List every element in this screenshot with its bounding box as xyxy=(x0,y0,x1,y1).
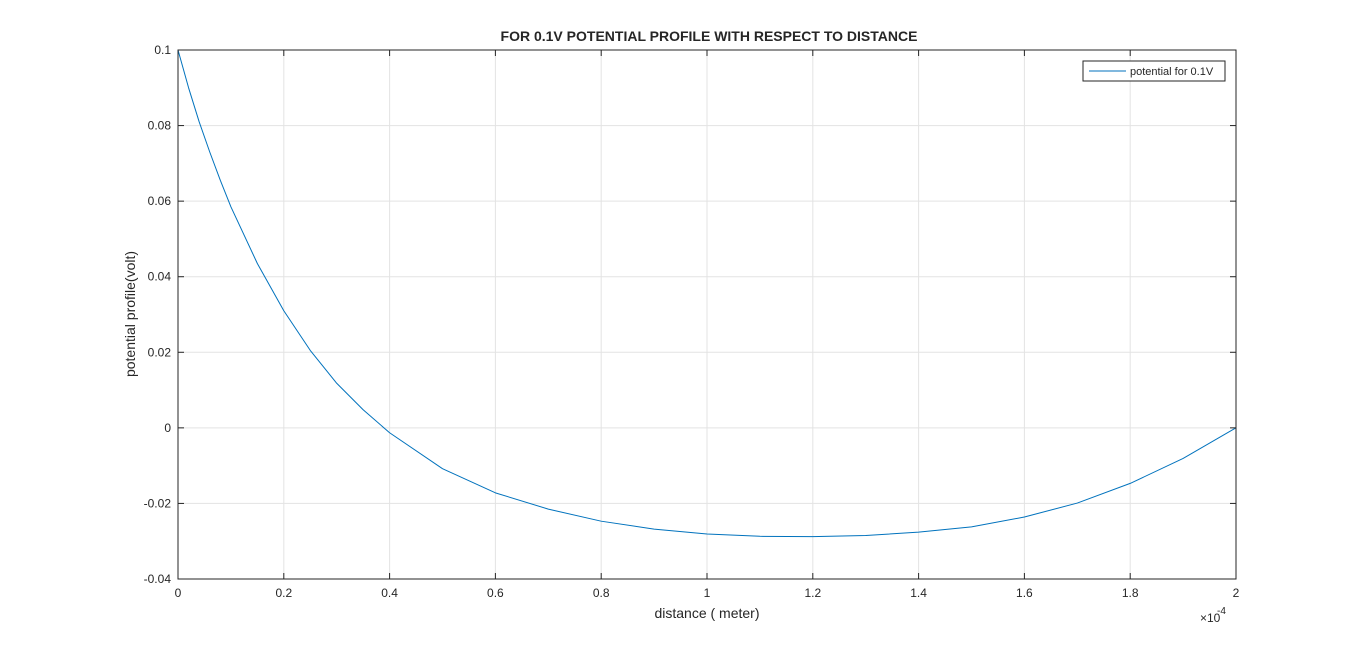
y-axis-label: potential profile(volt) xyxy=(122,251,138,377)
x-axis-label: distance ( meter) xyxy=(654,605,759,621)
x-tick-label: 0.2 xyxy=(275,586,292,600)
series-line xyxy=(177,49,1237,538)
legend: potential for 0.1V xyxy=(1082,60,1226,82)
grid-lines xyxy=(178,50,1236,579)
x-tick-label: 0.4 xyxy=(381,586,398,600)
y-tick-label: 0 xyxy=(164,421,171,435)
x-axis-exponent: ×10 -4 xyxy=(1200,606,1226,625)
y-tick-label: 0.06 xyxy=(148,194,172,208)
ticks xyxy=(177,49,1237,580)
y-tick-label: 0.02 xyxy=(148,345,172,359)
y-tick-label: 0.1 xyxy=(154,43,171,57)
x-tick-label: 1.4 xyxy=(910,586,927,600)
y-tick-label: -0.04 xyxy=(144,572,172,586)
x-tick-label: 1.2 xyxy=(804,586,821,600)
x-exponent-base: ×10 xyxy=(1200,611,1221,625)
legend-box xyxy=(1082,60,1226,82)
tick-labels: 0 0.2 0.4 0.6 0.8 1 1.2 1.4 1.6 1.8 2 0.1 0.08 0.06 0.… xyxy=(144,43,1240,600)
x-tick-label: 0.8 xyxy=(593,586,610,600)
x-tick-label: 0 xyxy=(175,586,182,600)
x-tick-label: 2 xyxy=(1233,586,1240,600)
x-tick-label: 0.6 xyxy=(487,586,504,600)
x-tick-label: 1 xyxy=(704,586,711,600)
series-lines xyxy=(177,49,1237,538)
y-tick-label: 0.04 xyxy=(148,270,172,284)
x-tick-label: 1.8 xyxy=(1122,586,1139,600)
x-exponent-power: -4 xyxy=(1217,606,1226,617)
chart-title: FOR 0.1V POTENTIAL PROFILE WITH RESPECT … xyxy=(501,28,918,44)
y-tick-label: -0.02 xyxy=(144,496,172,510)
x-tick-label: 1.6 xyxy=(1016,586,1033,600)
legend-label: potential for 0.1V xyxy=(1130,66,1214,78)
y-tick-label: 0.08 xyxy=(148,119,172,133)
